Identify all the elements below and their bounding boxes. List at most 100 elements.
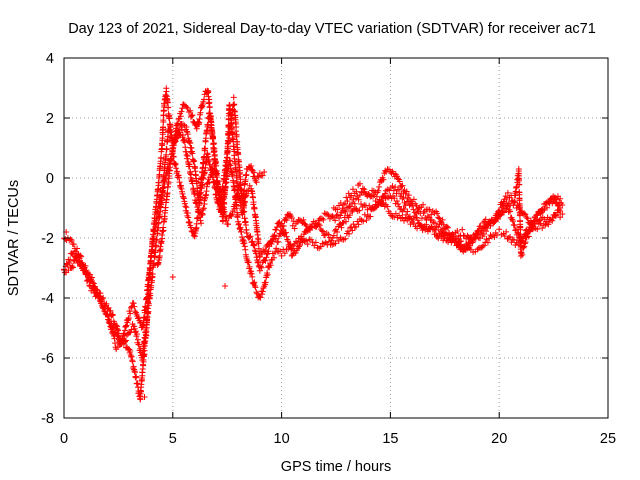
data-point bbox=[334, 206, 341, 213]
data-point bbox=[319, 215, 326, 222]
data-point bbox=[253, 179, 260, 186]
data-point bbox=[349, 200, 356, 207]
data-point bbox=[209, 135, 216, 142]
data-point bbox=[189, 150, 196, 157]
data-point bbox=[127, 310, 134, 317]
data-point bbox=[132, 308, 139, 315]
data-point bbox=[557, 208, 564, 214]
data-point bbox=[516, 181, 523, 188]
axis-ticks bbox=[63, 57, 609, 419]
data-point bbox=[328, 237, 335, 244]
data-point bbox=[84, 277, 91, 284]
data-point bbox=[459, 226, 466, 233]
data-point bbox=[191, 158, 198, 165]
data-point bbox=[366, 202, 373, 209]
data-point bbox=[121, 338, 128, 345]
data-point bbox=[248, 270, 255, 277]
data-point bbox=[554, 207, 561, 214]
data-point bbox=[201, 201, 208, 208]
data-point bbox=[123, 322, 130, 329]
data-point bbox=[424, 228, 431, 235]
data-point bbox=[367, 213, 374, 220]
data-point bbox=[424, 213, 431, 220]
data-point bbox=[478, 227, 485, 234]
x-tick-label: 20 bbox=[491, 431, 507, 447]
data-point bbox=[246, 234, 253, 241]
data-point bbox=[553, 211, 560, 218]
data-point bbox=[114, 327, 121, 334]
data-point bbox=[180, 101, 187, 108]
data-point bbox=[125, 315, 132, 322]
data-point bbox=[281, 250, 288, 257]
data-point bbox=[410, 196, 417, 203]
data-point bbox=[145, 302, 152, 309]
data-point bbox=[505, 234, 512, 241]
data-point bbox=[334, 229, 341, 236]
y-tick-label: 2 bbox=[46, 111, 54, 127]
y-tick-label: 4 bbox=[46, 51, 54, 67]
data-point bbox=[540, 207, 547, 214]
data-point bbox=[181, 139, 188, 146]
data-point-outlier bbox=[169, 274, 176, 280]
y-tick-label: -8 bbox=[41, 411, 54, 427]
data-point bbox=[261, 169, 268, 175]
data-point bbox=[380, 176, 387, 183]
data-point bbox=[484, 222, 491, 229]
data-point bbox=[487, 220, 494, 227]
x-axis-label: GPS time / hours bbox=[281, 459, 391, 475]
data-point bbox=[349, 208, 356, 215]
data-point bbox=[229, 131, 236, 138]
data-point bbox=[300, 216, 307, 223]
data-point bbox=[133, 373, 140, 380]
data-point bbox=[135, 314, 142, 321]
data-point bbox=[479, 243, 486, 250]
data-point bbox=[504, 203, 511, 210]
data-point bbox=[275, 238, 282, 245]
data-point bbox=[112, 340, 119, 347]
data-point bbox=[471, 235, 478, 242]
data-point bbox=[246, 263, 253, 270]
data-point bbox=[452, 235, 459, 242]
data-point bbox=[193, 220, 200, 227]
data-point bbox=[128, 304, 135, 311]
data-point bbox=[355, 221, 362, 228]
data-point bbox=[480, 242, 487, 249]
data-point bbox=[396, 186, 403, 193]
data-point bbox=[334, 211, 341, 218]
data-point bbox=[69, 264, 76, 271]
data-point bbox=[300, 237, 307, 244]
data-point bbox=[179, 132, 186, 139]
data-point bbox=[165, 104, 172, 111]
data-point bbox=[321, 210, 328, 217]
data-point bbox=[83, 271, 90, 278]
data-point bbox=[545, 221, 552, 228]
data-point bbox=[267, 262, 274, 269]
data-point bbox=[400, 194, 407, 201]
data-point bbox=[248, 163, 255, 170]
data-point bbox=[255, 173, 262, 180]
data-point bbox=[202, 164, 209, 171]
data-point bbox=[134, 336, 141, 343]
data-point bbox=[259, 288, 266, 295]
data-point bbox=[450, 231, 457, 238]
data-point bbox=[164, 189, 171, 196]
data-point bbox=[146, 266, 153, 273]
data-point bbox=[273, 245, 280, 252]
data-point bbox=[109, 329, 116, 336]
data-point bbox=[161, 215, 168, 222]
data-point bbox=[485, 221, 492, 228]
data-point bbox=[527, 217, 534, 224]
data-point bbox=[243, 230, 250, 237]
data-point bbox=[354, 193, 361, 200]
data-point bbox=[223, 158, 230, 165]
data-point bbox=[392, 210, 399, 217]
data-point bbox=[520, 244, 527, 251]
data-point bbox=[480, 219, 487, 226]
data-point bbox=[507, 233, 514, 240]
data-point bbox=[251, 242, 258, 249]
data-point bbox=[221, 208, 228, 215]
data-point bbox=[136, 341, 143, 348]
data-point bbox=[282, 229, 289, 236]
data-point bbox=[68, 237, 75, 244]
